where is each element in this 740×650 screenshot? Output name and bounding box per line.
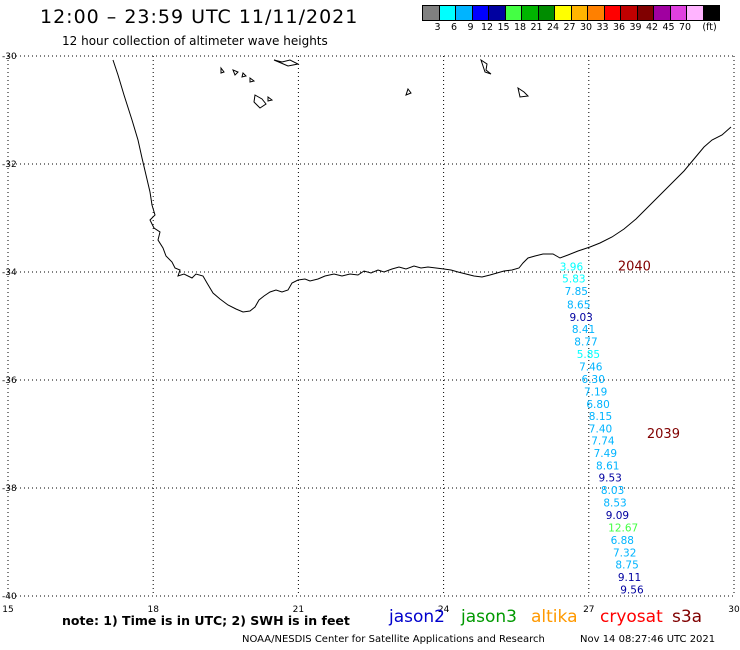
swh-reading: 7.74 [591,435,615,447]
scale-label: 12 [480,22,494,33]
satellite-altika: altika [531,607,578,627]
lat-label: -40 [2,592,17,602]
swh-reading: 8.65 [567,299,590,311]
scale-label: 30 [579,22,593,33]
scale-label: 15 [497,22,510,33]
map-subtitle: 12 hour collection of altimeter wave hei… [62,34,328,48]
axis-labels: -30 -32 -34 -36 -38 -40 15 18 21 24 27 30 [2,52,740,615]
coastline-south-africa [112,59,732,313]
swh-reading: 6.88 [611,535,634,547]
scale-label: (ft) [702,22,717,33]
lon-label: 24 [438,605,450,615]
swh-reading: 9.53 [598,473,621,485]
swh-reading: 5.85 [577,349,600,361]
scale-label: 6 [450,22,458,33]
lat-label: -38 [2,484,17,494]
swh-reading: 3.96 [560,262,584,274]
swh-reading: 8.53 [603,498,626,510]
scale-label: 70 [678,22,692,33]
swh-reading: 8.41 [572,324,595,336]
scale-label: 33 [596,22,609,33]
track-label: 2040 [618,260,651,275]
lon-label: 21 [293,605,304,615]
lon-label: 18 [147,605,159,615]
map-title: 12:00 – 23:59 UTC 11/11/2021 [40,6,359,28]
coastline-west-cape [220,66,274,109]
color-scale [422,5,720,21]
satellite-cryosat: cryosat [600,607,663,627]
track-label: 2039 [647,427,680,442]
lon-label: 30 [728,605,740,615]
scale-label: 45 [662,22,675,33]
scale-label: 21 [530,22,543,33]
coastline [112,58,732,313]
swh-reading: 9.03 [569,312,592,324]
swh-readings: 3.965.837.858.659.038.418.775.857.466.30… [560,262,644,597]
swh-reading: 7.46 [579,362,603,374]
swh-reading: 6.80 [586,399,609,411]
satellite-jason3: jason3 [461,607,517,627]
scale-label: 42 [645,22,659,33]
lon-label: 27 [583,605,594,615]
lat-label: -36 [2,376,17,386]
swh-reading: 9.56 [620,585,644,597]
footer-note: note: 1) Time is in UTC; 2) SWH is in fe… [62,613,350,628]
swh-reading: 8.61 [596,460,619,472]
swh-reading: 6.30 [582,374,605,386]
scale-label: 3 [434,22,441,33]
credit-line: NOAA/NESDIS Center for Satellite Applica… [242,634,545,645]
swh-reading: 7.85 [565,286,588,298]
coastline-islands [273,58,530,98]
lat-label: -34 [2,268,17,278]
scale-label: 27 [563,22,576,33]
scale-label: 24 [546,22,560,33]
scale-label: 36 [612,22,626,33]
scale-label: 18 [513,22,527,33]
swh-reading: 7.19 [584,386,607,398]
scale-label: 39 [629,22,642,33]
swh-reading: 12.67 [608,522,638,534]
scale-label: 9 [467,22,474,33]
swh-reading: 5.83 [562,273,585,285]
satellite-s3a: s3a [672,607,703,627]
lon-label: 15 [2,605,13,615]
track-labels: 2040 2039 [618,260,680,442]
swh-reading: 8.75 [615,560,638,572]
swh-reading: 8.15 [589,411,612,423]
scale-swatch [702,5,720,21]
swh-reading: 9.09 [606,510,629,522]
swh-reading: 7.49 [594,448,617,460]
lat-label: -32 [2,160,17,170]
swh-reading: 8.77 [574,337,597,349]
graticule [7,55,735,597]
swh-reading: 7.32 [613,547,636,559]
generated-timestamp: Nov 14 08:27:46 UTC 2021 [580,634,716,645]
swh-reading: 9.11 [618,572,641,584]
lat-label: -30 [2,52,17,62]
satellite-jason2: jason2 [389,607,445,627]
swh-reading: 7.40 [589,424,612,436]
swh-reading: 8.03 [601,485,624,497]
color-scale-labels: 3 6 9 12 15 18 21 24 27 30 33 36 39 42 45 70 (ft) [422,22,740,36]
